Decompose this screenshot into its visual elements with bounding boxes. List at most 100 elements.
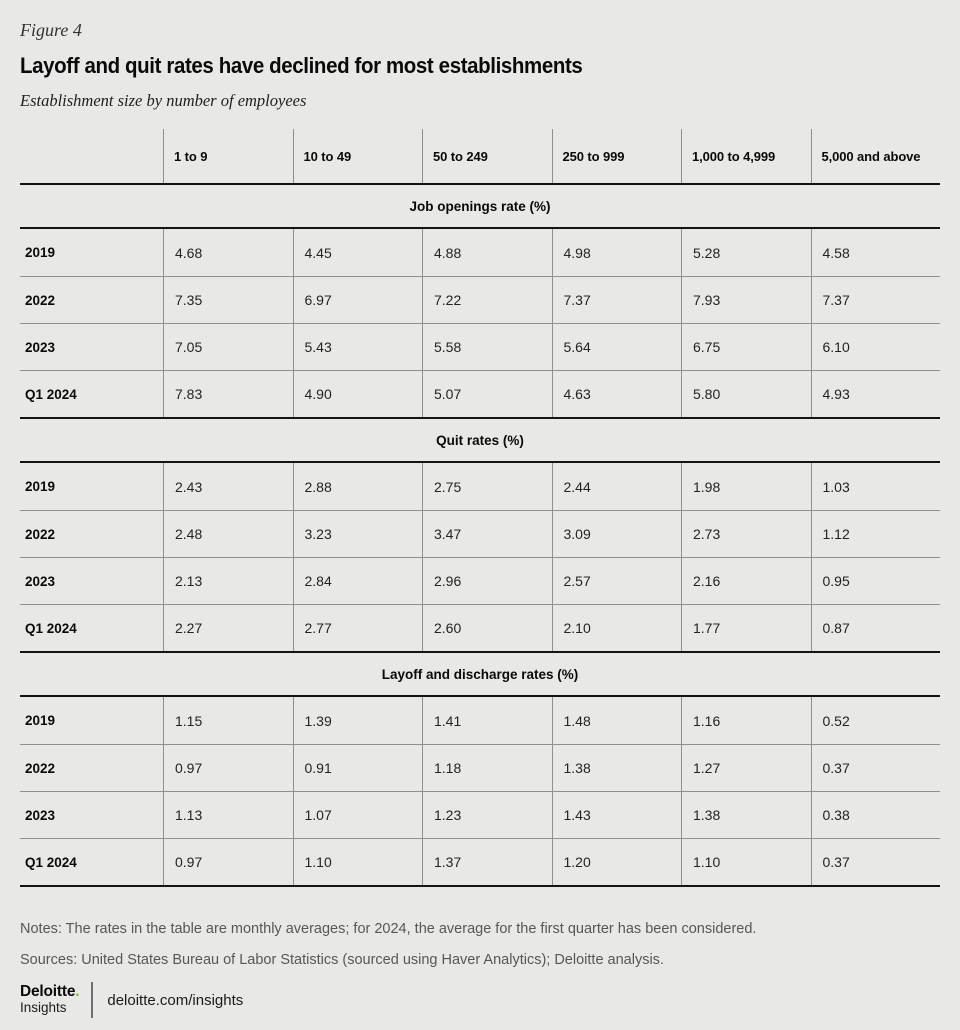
cell-value: 7.35: [163, 277, 293, 323]
cell-value: 2.73: [681, 511, 811, 557]
cell-value: 1.38: [551, 745, 682, 791]
cell-value: 2.57: [551, 558, 682, 604]
row-label: 2023: [25, 807, 56, 823]
cell-value: 1.41: [422, 697, 552, 744]
cell-value: 4.98: [551, 229, 682, 276]
cell-value: 7.93: [681, 277, 811, 323]
cell-value: 0.95: [810, 558, 941, 604]
cell-value: 3.47: [422, 511, 552, 557]
table-row: 2023 2.13 2.84 2.96 2.57 2.16 0.95: [20, 557, 940, 604]
table-row: Q1 2024 2.27 2.77 2.60 2.10 1.77 0.87: [20, 604, 940, 651]
section-header-1: Quit rates (%): [20, 417, 940, 463]
cell-value: 0.87: [810, 605, 941, 651]
cell-value: 7.05: [163, 324, 293, 370]
cell-value: 2.96: [422, 558, 552, 604]
table-row: 2019 4.68 4.45 4.88 4.98 5.28 4.58: [20, 229, 940, 276]
cell-value: 5.80: [681, 371, 811, 417]
cell-value: 5.43: [292, 324, 423, 370]
cell-value: 1.39: [292, 697, 423, 744]
cell-value: 1.20: [551, 839, 682, 885]
brand-green-dot: .: [75, 983, 80, 1001]
cell-value: 2.60: [422, 605, 552, 651]
cell-value: 6.75: [681, 324, 811, 370]
table-row: 2022 7.35 6.97 7.22 7.37 7.93 7.37: [20, 276, 940, 323]
cell-value: 2.88: [292, 463, 423, 510]
cell-value: 2.13: [163, 558, 293, 604]
cell-value: 1.98: [681, 463, 811, 510]
cell-value: 1.07: [292, 792, 423, 838]
cell-value: 4.90: [292, 371, 423, 417]
cell-value: 1.03: [810, 463, 941, 510]
table-row: 2022 2.48 3.23 3.47 3.09 2.73 1.12: [20, 510, 940, 557]
cell-value: 2.77: [292, 605, 423, 651]
cell-value: 1.12: [810, 511, 941, 557]
cell-value: 1.16: [681, 697, 811, 744]
section-header-2: Layoff and discharge rates (%): [20, 651, 940, 697]
row-label: Q1 2024: [25, 854, 77, 870]
cell-value: 3.09: [551, 511, 682, 557]
table-row: 2023 1.13 1.07 1.23 1.43 1.38 0.38: [20, 791, 940, 838]
footer-divider: [91, 982, 94, 1018]
cell-value: 1.10: [681, 839, 811, 885]
table-row: Q1 2024 0.97 1.10 1.37 1.20 1.10 0.37: [20, 838, 940, 885]
cell-value: 2.75: [422, 463, 552, 510]
cell-value: 2.44: [551, 463, 682, 510]
cell-value: 4.58: [810, 229, 941, 276]
cell-value: 5.28: [681, 229, 811, 276]
section-header-0: Job openings rate (%): [20, 183, 940, 229]
cell-value: 1.23: [422, 792, 552, 838]
cell-value: 1.37: [422, 839, 552, 885]
cell-value: 1.10: [292, 839, 423, 885]
rates-table: 1 to 9 10 to 49 50 to 249 250 to 999 1,000 t…: [20, 129, 940, 887]
cell-value: 7.83: [163, 371, 293, 417]
cell-value: 1.38: [681, 792, 811, 838]
row-label: 2019: [25, 713, 56, 728]
table-header-row: 1 to 9 10 to 49 50 to 249 250 to 999 1,000 t…: [20, 129, 940, 183]
table-row: 2022 0.97 0.91 1.18 1.38 1.27 0.37: [20, 744, 940, 791]
column-header-1: 10 to 49: [292, 129, 423, 183]
row-label: 2022: [25, 760, 56, 776]
notes-text: Notes: The rates in the table are monthl…: [20, 921, 757, 937]
cell-value: 0.97: [163, 839, 293, 885]
cell-value: 0.38: [810, 792, 941, 838]
row-label: 2022: [25, 292, 56, 308]
cell-value: 2.43: [163, 463, 293, 510]
row-label: Q1 2024: [25, 386, 77, 402]
cell-value: 2.48: [163, 511, 293, 557]
cell-value: 0.97: [163, 745, 293, 791]
page-title: Layoff and quit rates have declined for …: [20, 53, 583, 78]
cell-value: 4.45: [292, 229, 423, 276]
cell-value: 2.16: [681, 558, 811, 604]
cell-value: 7.37: [810, 277, 941, 323]
page-subtitle: Establishment size by number of employee…: [20, 91, 307, 110]
table-row: Q1 2024 7.83 4.90 5.07 4.63 5.80 4.93: [20, 370, 940, 417]
cell-value: 5.07: [422, 371, 552, 417]
cell-value: 5.58: [422, 324, 552, 370]
column-header-4: 1,000 to 4,999: [681, 129, 811, 183]
cell-value: 1.43: [551, 792, 682, 838]
cell-value: 1.18: [422, 745, 552, 791]
cell-value: 1.48: [551, 697, 682, 744]
row-label: 2019: [25, 479, 56, 494]
cell-value: 6.10: [810, 324, 941, 370]
deloitte-wordmark: Deloitte.: [20, 983, 80, 1001]
column-header-2: 50 to 249: [422, 129, 552, 183]
cell-value: 0.91: [292, 745, 423, 791]
cell-value: 7.37: [551, 277, 682, 323]
cell-value: 1.13: [163, 792, 293, 838]
deloitte-logo: Deloitte. Insights: [20, 983, 80, 1015]
cell-value: 6.97: [292, 277, 423, 323]
cell-value: 2.84: [292, 558, 423, 604]
table-row: 2019 1.15 1.39 1.41 1.48 1.16 0.52: [20, 697, 940, 744]
cell-value: 1.27: [681, 745, 811, 791]
cell-value: 4.63: [551, 371, 682, 417]
cell-value: 0.37: [810, 745, 941, 791]
cell-value: 3.23: [292, 511, 423, 557]
cell-value: 2.10: [551, 605, 682, 651]
cell-value: 4.88: [422, 229, 552, 276]
table-row: 2019 2.43 2.88 2.75 2.44 1.98 1.03: [20, 463, 940, 510]
cell-value: 0.52: [810, 697, 941, 744]
footer-link[interactable]: deloitte.com/insights: [107, 991, 244, 1009]
row-label: 2019: [25, 245, 56, 260]
